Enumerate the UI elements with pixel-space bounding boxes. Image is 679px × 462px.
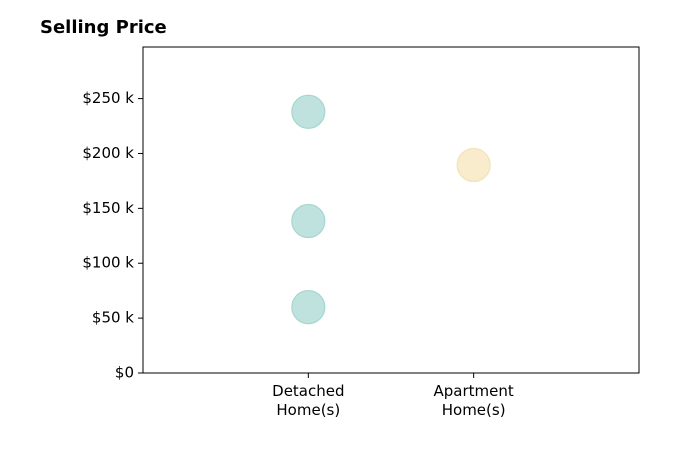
y-tick-label: $50 k bbox=[92, 309, 134, 327]
y-tick-label: $250 k bbox=[82, 89, 134, 107]
point bbox=[291, 94, 326, 129]
point bbox=[291, 290, 326, 325]
plot-frame bbox=[142, 46, 640, 374]
y-tick-label: $150 k bbox=[82, 199, 134, 217]
x-tick-label: Apartment Home(s) bbox=[433, 382, 514, 419]
x-tick-label: Detached Home(s) bbox=[272, 382, 345, 419]
y-tick-label: $0 bbox=[115, 364, 134, 382]
point bbox=[456, 147, 491, 183]
y-tick-label: $200 k bbox=[82, 144, 134, 162]
chart-title: Selling Price bbox=[40, 17, 167, 38]
point bbox=[291, 203, 326, 239]
y-tick-label: $100 k bbox=[82, 254, 134, 272]
